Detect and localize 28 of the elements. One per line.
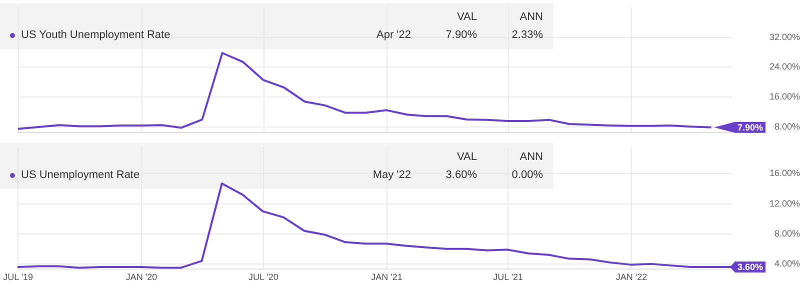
x-tick-label: JUL '21 bbox=[493, 272, 524, 282]
x-tick-label: JAN '22 bbox=[616, 272, 648, 282]
annotation: 0.00% bbox=[512, 169, 543, 181]
y-tick-label: 8.00% bbox=[774, 228, 800, 238]
annotation: May '22 bbox=[372, 169, 411, 181]
y-tick-label: 32.00% bbox=[769, 32, 800, 42]
y-tick-label: 16.00% bbox=[769, 92, 800, 102]
x-tick-label: JUL '19 bbox=[3, 272, 34, 282]
x-tick-label: JAN '20 bbox=[126, 272, 158, 282]
annotation: VAL bbox=[457, 151, 477, 163]
y-tick-label: 16.00% bbox=[769, 168, 800, 178]
y-tick-label: 12.00% bbox=[769, 198, 800, 208]
legend-label: US Youth Unemployment Rate bbox=[21, 29, 170, 41]
annotation: 3.60% bbox=[446, 169, 477, 181]
legend-label: US Unemployment Rate bbox=[21, 169, 140, 181]
annotation: ANN bbox=[520, 11, 543, 23]
annotation: 7.90% bbox=[738, 122, 764, 132]
annotation: Apr '22 bbox=[376, 29, 411, 41]
y-tick-label: 8.00% bbox=[774, 121, 800, 132]
y-tick-label: 4.00% bbox=[774, 258, 800, 268]
x-tick-label: JAN '21 bbox=[371, 272, 402, 282]
x-tick-label: JUL '20 bbox=[248, 272, 278, 282]
y-tick-label: 24.00% bbox=[769, 62, 800, 72]
annotation: 7.90% bbox=[446, 29, 477, 41]
annotation: ANN bbox=[520, 151, 543, 163]
annotation: 3.60% bbox=[738, 262, 764, 272]
annotation: 2.33% bbox=[512, 29, 543, 41]
annotation: VAL bbox=[457, 11, 477, 23]
